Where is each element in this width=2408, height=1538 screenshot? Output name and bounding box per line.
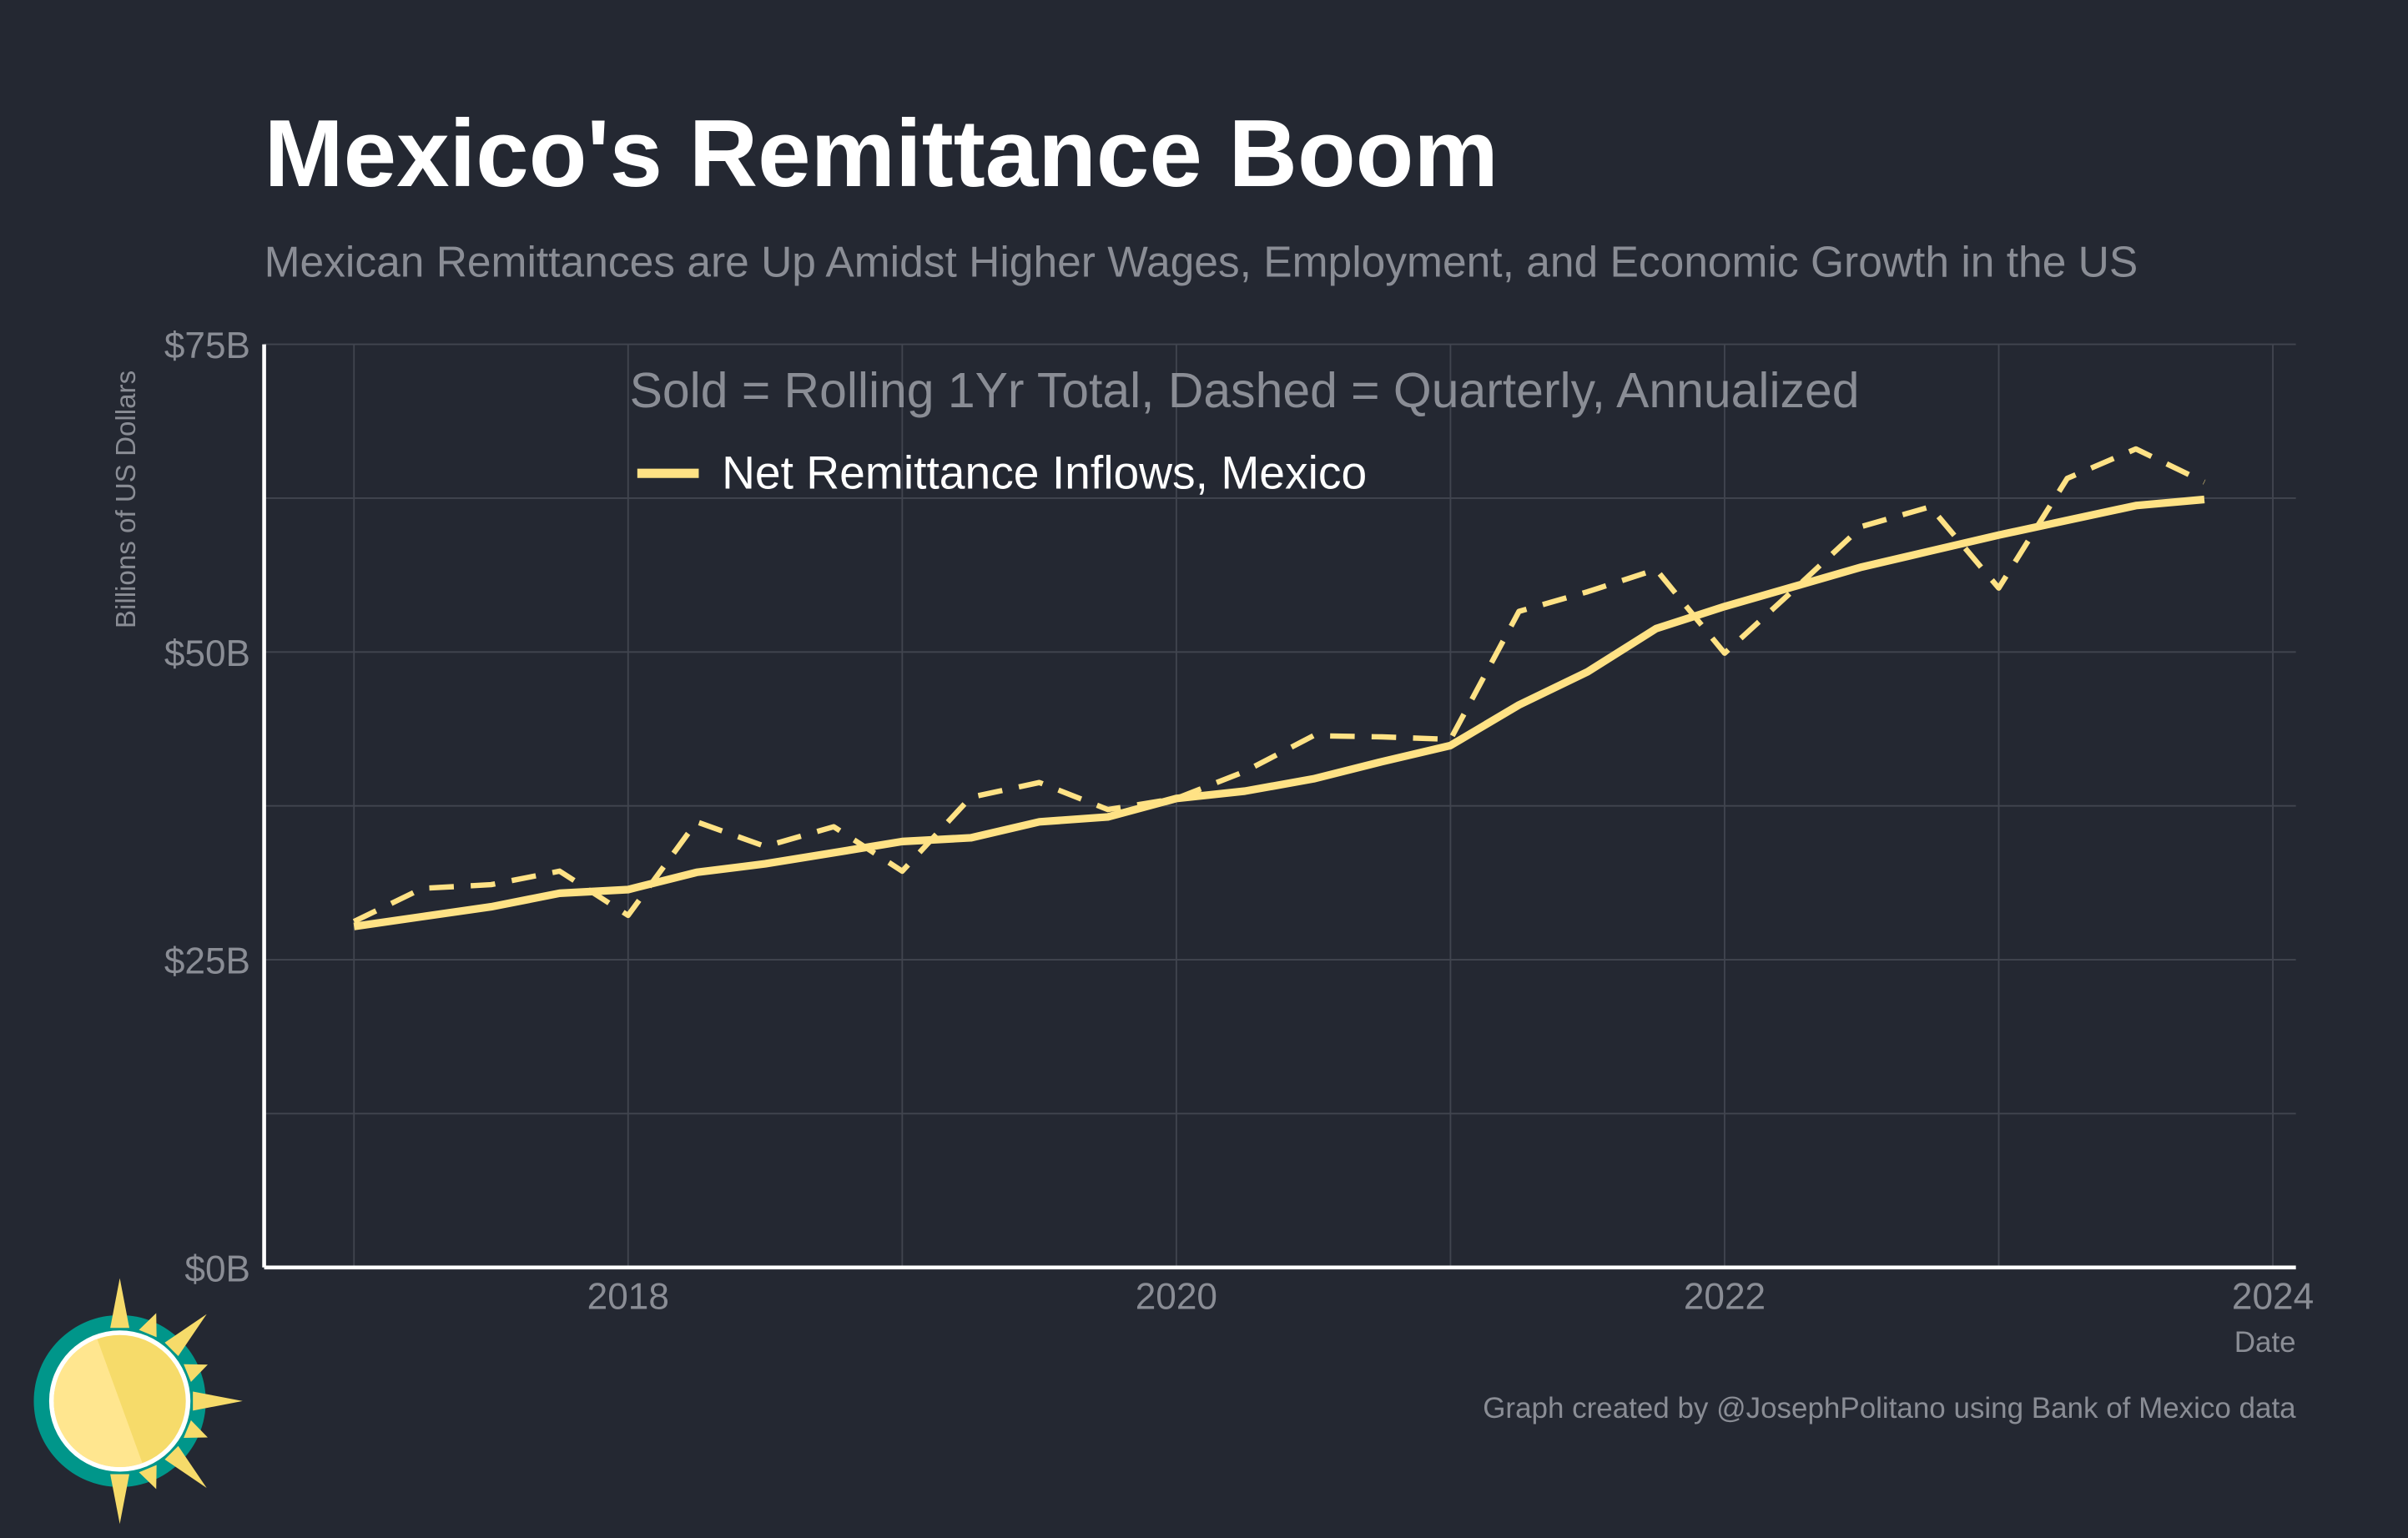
sun-ray (110, 1474, 130, 1525)
chart-annotation: Sold = Rolling 1Yr Total, Dashed = Quart… (630, 364, 1860, 418)
y-tick-label: $0B (184, 1248, 250, 1289)
y-tick-label: $75B (164, 325, 250, 366)
sun-ray (139, 1465, 157, 1490)
y-axis-label: Billions of US Dollars (111, 371, 142, 628)
series (352, 446, 2206, 930)
credit-text: Graph created by @JosephPolitano using B… (1483, 1392, 2296, 1425)
x-tick-label: 2020 (1136, 1276, 1217, 1317)
ticks: $0B $25B $50B $75B 2018 2020 2022 2024 (164, 325, 2314, 1317)
sun-logo-icon (33, 1278, 243, 1525)
chart-subtitle: Mexican Remittances are Up Amidst Higher… (264, 238, 2138, 286)
sun-ray (139, 1313, 157, 1338)
legend-label: Net Remittance Inflows, Mexico (722, 447, 1367, 499)
y-tick-label: $25B (164, 941, 250, 982)
grid (264, 343, 2296, 1268)
series-line-quarterly-dashed (352, 446, 2206, 925)
sun-ray (164, 1445, 207, 1489)
x-axis-label: Date (2234, 1326, 2296, 1359)
sun-ray (110, 1278, 130, 1329)
x-tick-label: 2024 (2232, 1276, 2314, 1317)
series-line-rolling-solid (353, 495, 2205, 930)
chart-title: Mexico's Remittance Boom (264, 101, 1499, 207)
sun-ray (184, 1364, 208, 1382)
sun-ray (184, 1419, 208, 1438)
y-tick-label: $50B (164, 633, 250, 674)
x-tick-label: 2018 (587, 1276, 669, 1317)
sun-ray (193, 1391, 243, 1411)
sun-ray (164, 1314, 207, 1357)
x-tick-label: 2022 (1684, 1276, 1766, 1317)
